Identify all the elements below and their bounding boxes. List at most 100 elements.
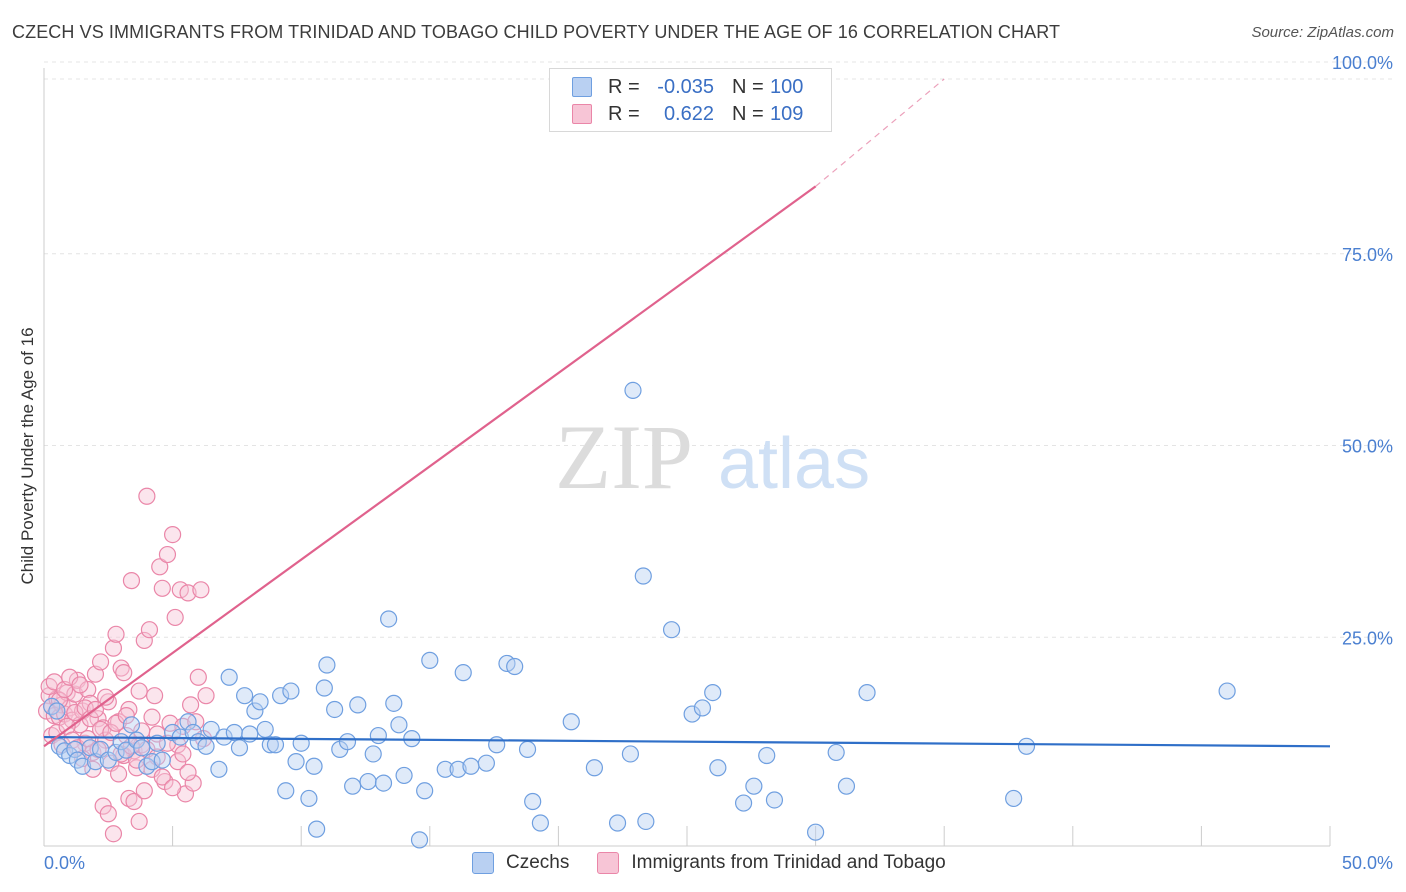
czech-point [683,705,701,723]
tt-point [143,708,161,726]
trend-lines [43,78,1331,748]
y-tick-label: 100.0% [1332,53,1393,73]
czech-point [148,734,166,752]
legend-row-tt: R = 0.622 N = 109 [572,102,803,126]
legend-item-tt: Immigrants from Trinidad and Tobago [597,852,946,874]
czech-point [421,651,439,669]
czech-point [704,683,722,702]
czech-swatch [572,77,592,97]
tt-point [158,545,177,564]
czech-point [266,736,285,754]
tt-point [91,653,110,671]
r-label: R = [608,75,640,98]
czech-point [349,696,367,714]
czech-point [359,772,377,791]
czech-point [138,757,156,775]
czech-point [282,682,300,700]
czech-point [184,723,202,742]
tt-point [99,805,117,823]
r-value: 0.622 [663,102,714,125]
czech-point [416,782,434,800]
czech-point [624,381,642,400]
czech-point [462,757,480,775]
tt-swatch [597,852,620,874]
tt-point [166,608,184,627]
czech-point [261,736,279,754]
czech-point [436,760,454,778]
czech-point [230,739,249,757]
czech-point [758,746,776,765]
tt-point [192,581,210,599]
tt-trend-line [43,185,817,748]
tt-point [179,763,197,781]
czech-point [179,713,197,731]
y-tick-label: 50.0% [1342,437,1393,457]
tt-point [112,659,130,677]
czech-point [215,728,233,746]
watermark: ZIP atlas [555,406,870,508]
tt-point [109,765,128,783]
czech-point [300,789,318,808]
tt-trend-extension [815,78,945,187]
czech-point [454,664,472,682]
czech-point [634,567,652,585]
legend-label: Immigrants from Trinidad and Tobago [631,852,946,873]
n-label: N = [732,75,764,98]
czech-point [43,697,61,716]
tt-swatch [572,104,592,124]
czech-point [338,733,357,751]
tt-point [164,525,182,544]
source-label: Source: ZipAtlas.com [1251,24,1394,41]
tt-point [164,779,182,797]
series-legend: Czechs Immigrants from Trinidad and Toba… [472,852,974,874]
czech-point [246,702,264,720]
czech-point [236,687,254,705]
czech-point [734,794,753,812]
czech-point [251,693,269,711]
tt-point [115,664,133,682]
n-label: N = [732,102,764,125]
tt-point [182,696,200,714]
tt-point [145,687,164,705]
legend-label: Czechs [506,852,570,873]
tt-point [189,668,207,686]
czech-point [48,702,66,720]
czech-point [287,753,305,771]
x-tick-label: 50.0% [1342,853,1393,873]
czech-point [827,743,845,762]
czech-point [1017,737,1036,755]
czech-point [621,745,640,763]
czech-point [395,766,413,785]
czech-point [637,812,655,831]
czech-point [477,754,495,772]
czech-point [364,745,382,763]
tt-point [125,792,143,811]
x-tick-label: 0.0% [44,853,85,873]
n-value: 100 [770,75,804,98]
czech-point [197,737,215,755]
czech-point [73,757,92,775]
czech-point [153,751,171,769]
legend-row-czechs: R = -0.035 N = 100 [572,75,803,99]
tt-point [140,621,159,639]
tt-point [107,625,125,643]
chart-title: CZECH VS IMMIGRANTS FROM TRINIDAD AND TO… [12,22,1061,42]
czech-swatch [472,852,494,874]
tt-point [130,812,148,831]
tick-labels: 100.0% 75.0% 50.0% 25.0% 0.0% 50.0% [44,53,1393,873]
tt-point [138,487,156,505]
czech-point [220,668,238,686]
czech-point [837,777,856,795]
tt-point [174,745,192,763]
czech-point [380,610,398,628]
czech-point [524,792,542,811]
czech-trend-line [43,735,1331,748]
czech-point [765,791,784,809]
watermark-zip: ZIP [555,406,693,508]
czech-point [369,726,387,745]
czech-point [107,743,125,762]
tt-point [122,572,141,590]
tt-point [104,639,123,657]
czech-point [256,720,274,739]
